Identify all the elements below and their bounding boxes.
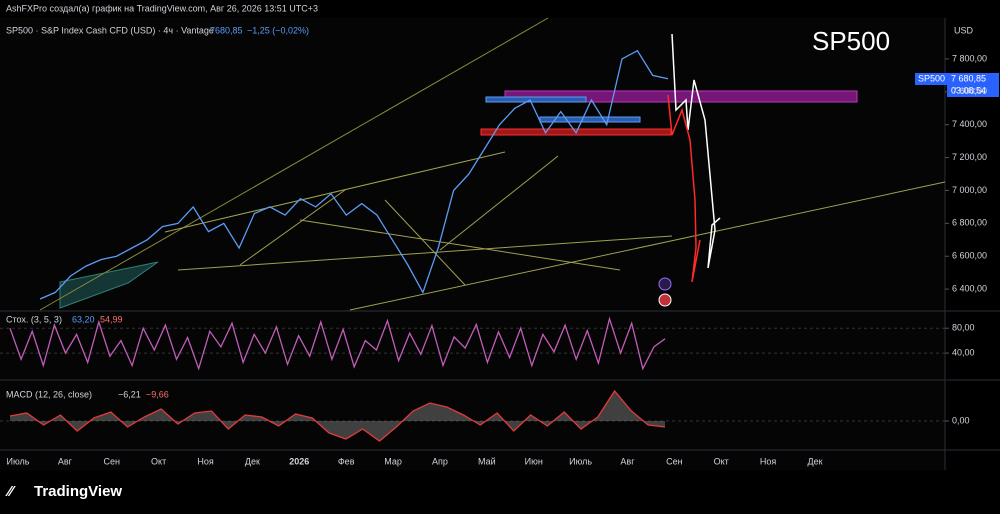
y-tick-label: 40,00: [952, 347, 975, 357]
y-tick-label: 7 400,00: [952, 119, 987, 129]
watermark: SP500: [812, 26, 890, 56]
legend-symbol: SP500 · S&P Index Cash CFD (USD) · 4ч · …: [6, 25, 214, 35]
x-tick-label: Окт: [151, 456, 166, 466]
footer: TradingView: [34, 483, 122, 500]
x-tick-label: Сен: [666, 456, 683, 466]
series-line: [39, 49, 669, 300]
y-tick-label: 6 400,00: [952, 283, 987, 293]
legend-value: 63,20: [72, 314, 95, 324]
drawings: [39, 17, 946, 311]
series-line: [9, 389, 666, 442]
x-tick-label: Окт: [714, 456, 729, 466]
x-tick-label: Ноя: [197, 456, 214, 466]
x-tick-label: 2026: [289, 456, 309, 466]
y-tick-label: 7 600,00: [952, 86, 987, 96]
x-tick-label: Дек: [245, 456, 260, 466]
header: AshFXPro создал(а) график на TradingView…: [6, 3, 318, 13]
price-tag-symbol: SP500: [918, 73, 945, 83]
y-tick-label: 6 800,00: [952, 218, 987, 228]
y-tick-label: 7 000,00: [952, 185, 987, 195]
x-tick-label: Авг: [58, 456, 73, 466]
price-tag: [915, 73, 947, 85]
x-tick-label: Сен: [104, 456, 121, 466]
currency: USD: [954, 25, 974, 35]
legend-value: 54,99: [100, 314, 123, 324]
x-tick-label: Мар: [384, 456, 402, 466]
chart-area: [0, 18, 945, 470]
x-tick-label: Апр: [432, 456, 448, 466]
x-tick-label: Май: [478, 456, 496, 466]
footer-logo: ⁄⁄: [5, 483, 17, 500]
price-tag-countdown: 03:08:54: [951, 85, 986, 95]
legend-name: MACD (12, 26, close): [6, 389, 92, 399]
series-line: [9, 316, 666, 371]
y-tick-label: 7 200,00: [952, 152, 987, 162]
x-tick-label: Дек: [807, 456, 822, 466]
macd-area: [10, 391, 665, 441]
price-tag: [947, 73, 999, 97]
price-tag-price: 7 680,85: [951, 73, 986, 83]
x-tick-label: Июль: [569, 456, 592, 466]
x-tick-label: Июль: [7, 456, 30, 466]
legend-change: −1,25 (−0,02%): [247, 25, 309, 35]
legend-name: Стох. (3, 5, 3): [6, 314, 62, 324]
y-tick-label: 7 800,00: [952, 53, 987, 63]
y-tick-label: 6 600,00: [952, 251, 987, 261]
y-tick-label: 0,00: [952, 415, 970, 425]
x-tick-label: Ноя: [760, 456, 777, 466]
legend-last: 7680,85: [210, 25, 243, 35]
x-tick-label: Июн: [525, 456, 543, 466]
x-tick-label: Фев: [338, 456, 355, 466]
y-tick-label: 80,00: [952, 323, 975, 333]
x-tick-label: Авг: [620, 456, 635, 466]
legend-value: −6,21: [118, 389, 141, 399]
legend-value: −9,66: [146, 389, 169, 399]
